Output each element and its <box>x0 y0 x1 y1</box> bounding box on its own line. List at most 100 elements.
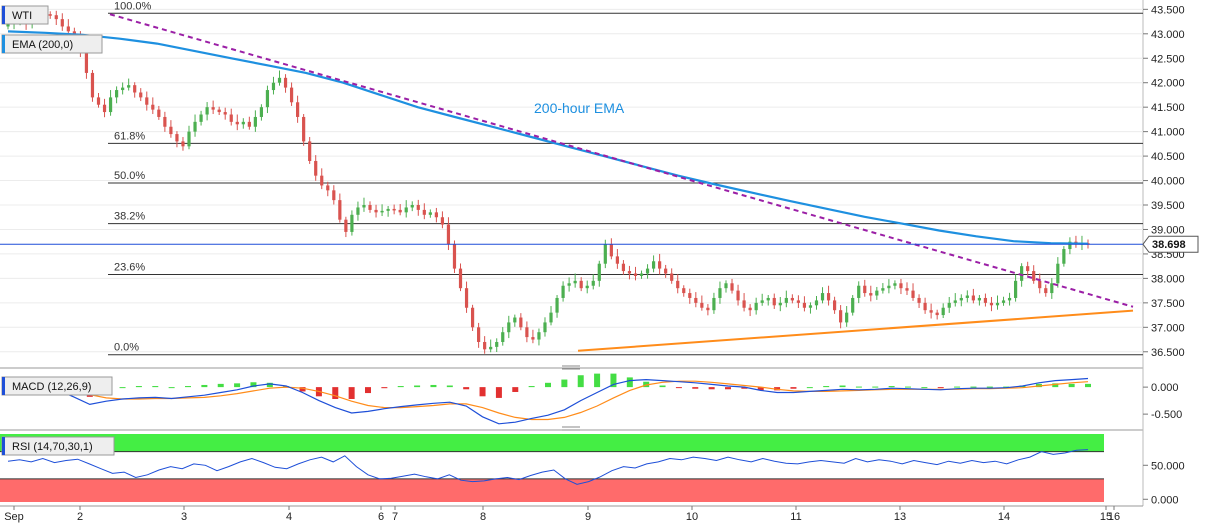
candle-body <box>235 121 239 125</box>
y-tick-label: 42.500 <box>1151 53 1185 65</box>
macd-histogram-bar <box>790 387 797 389</box>
ema-annotation: 200-hour EMA <box>534 100 625 116</box>
symbol-tag[interactable]: WTI <box>1 5 49 25</box>
candle-body <box>428 212 432 215</box>
y-tick-label: 41.500 <box>1151 102 1185 114</box>
candle-body <box>724 283 728 289</box>
candle-body <box>875 290 879 296</box>
macd-histogram-bar <box>381 387 388 389</box>
candle-body <box>374 209 378 213</box>
candle-body <box>676 280 680 289</box>
x-tick-label: 8 <box>480 511 486 523</box>
macd-histogram-bar <box>986 386 993 388</box>
candle-body <box>308 141 312 161</box>
candle-body <box>579 280 583 289</box>
candle-body <box>845 312 849 323</box>
macd-histogram-bar <box>479 387 486 397</box>
candle-body <box>362 205 366 208</box>
candle-body <box>193 121 197 132</box>
macd-histogram-bar <box>528 386 535 388</box>
candle-body <box>869 293 873 296</box>
macd-histogram-bar <box>839 385 846 388</box>
candle-body <box>971 295 975 301</box>
candle-body <box>531 337 535 340</box>
candle-body <box>326 185 330 191</box>
candle-body <box>935 312 939 316</box>
macd-histogram-bar <box>905 386 911 388</box>
candle-body <box>983 297 988 303</box>
candle-body <box>338 200 342 220</box>
macd-histogram-bar <box>823 386 830 388</box>
macd-histogram-bar <box>610 373 617 388</box>
candle-body <box>664 268 668 274</box>
macd-histogram-bar <box>266 382 273 388</box>
candle-body <box>893 283 897 286</box>
candle-body <box>633 273 638 276</box>
rsi-oversold-zone <box>0 478 1104 502</box>
support-trendline <box>577 309 1134 352</box>
candle-body <box>555 297 559 313</box>
fib-level-label: 100.0% <box>114 0 152 12</box>
ema-tag[interactable]: EMA (200,0) <box>1 34 103 54</box>
candle-body <box>1068 241 1072 250</box>
candle-body <box>796 300 800 303</box>
macd-histogram-bar <box>675 387 682 389</box>
macd-histogram-bar <box>725 387 731 390</box>
candle-body <box>380 210 384 213</box>
macd-histogram-bar <box>954 386 961 388</box>
candle-body <box>1020 266 1024 281</box>
candle-body <box>127 85 131 88</box>
candle-body <box>187 131 191 147</box>
macd-histogram-bar <box>855 386 862 388</box>
candle-body <box>169 126 173 135</box>
candle-body <box>1032 271 1036 281</box>
candle-body <box>730 283 734 291</box>
candle-body <box>543 322 547 333</box>
macd-histogram-bar <box>217 383 224 388</box>
rsi-tag[interactable]: RSI (14,70,30,1) <box>1 436 115 456</box>
candle-body <box>1013 280 1018 298</box>
macd-histogram-bar <box>446 385 453 388</box>
candle-body <box>121 87 125 91</box>
rsi-label: RSI (14,70,30,1) <box>12 441 93 453</box>
fib-level-label: 50.0% <box>114 170 145 182</box>
x-tick-label: 3 <box>181 511 187 523</box>
candle-body <box>688 293 692 298</box>
macd-histogram-bar <box>332 387 339 399</box>
candle-body <box>477 327 481 342</box>
candle-body <box>585 285 589 289</box>
candle-body <box>808 305 813 308</box>
candle-body <box>748 307 752 311</box>
y-tick-label: 0.000 <box>1151 382 1179 394</box>
candle-body <box>603 244 607 264</box>
candle-body <box>959 297 963 301</box>
candle-body <box>826 293 831 301</box>
candle-body <box>772 297 776 306</box>
resize-handle[interactable] <box>562 365 580 370</box>
candle-body <box>90 72 95 98</box>
candle-body <box>84 53 89 73</box>
candle-body <box>802 302 807 308</box>
resize-handle[interactable] <box>562 426 580 431</box>
y-tick-label: 42.000 <box>1151 78 1185 90</box>
candle-body <box>591 280 595 286</box>
candle-body <box>133 85 137 93</box>
candle-body <box>839 310 843 323</box>
candle-body <box>6 24 10 27</box>
candle-body <box>157 109 161 117</box>
candle-body <box>302 116 306 142</box>
candle-body <box>977 297 981 301</box>
candle-body <box>706 307 710 311</box>
macd-histogram-bar <box>937 387 944 389</box>
x-tick-label: 15 <box>1100 511 1112 523</box>
candle-body <box>1026 266 1030 272</box>
candle-body <box>422 209 426 215</box>
macd-tag[interactable]: MACD (12,26,9) <box>1 376 113 396</box>
x-tick-label: 6 <box>378 511 384 523</box>
macd-histogram-bar <box>545 382 551 388</box>
candle-body <box>736 290 740 301</box>
fib-level-label: 38.2% <box>114 211 145 223</box>
candle-body <box>464 288 469 308</box>
candle-body <box>253 116 257 127</box>
